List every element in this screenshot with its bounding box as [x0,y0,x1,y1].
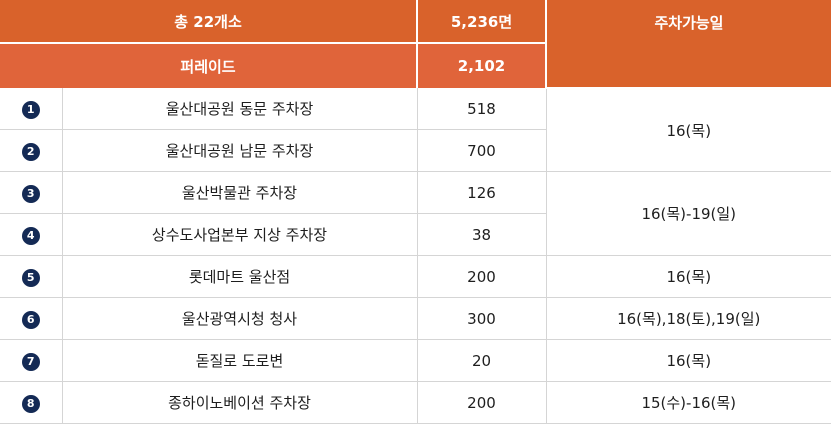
location-name: 울산대공원 남문 주차장 [61,129,417,172]
row-number-cell: 1 [0,88,62,130]
location-name: 울산박물관 주차장 [61,171,417,214]
available-days: 16(목) [545,88,831,172]
parking-spaces: 518 [416,88,546,130]
number-badge: 6 [21,310,40,329]
number-badge: 5 [21,268,40,287]
location-name: 돋질로 도로변 [61,339,417,382]
parking-spaces: 700 [416,129,546,172]
number-badge: 4 [21,226,40,245]
location-name: 울산광역시청 청사 [61,297,417,340]
location-name: 상수도사업본부 지상 주차장 [61,213,417,256]
table-row: 1 울산대공원 동문 주차장 518 16(목) [0,88,831,172]
parking-spaces: 38 [416,213,546,256]
table-row: 3 울산박물관 주차장 126 16(목)-19(일) [0,171,831,256]
number-badge: 2 [21,142,40,161]
row-number-cell: 2 [0,129,62,172]
available-days: 15(수)-16(목) [545,381,831,424]
table-row: 7 돋질로 도로변 20 16(목) [0,339,831,382]
number-badge: 3 [21,184,40,203]
available-days: 16(목) [545,339,831,382]
row-number-cell: 4 [0,213,62,256]
number-badge: 1 [21,100,40,119]
parade-label: 퍼레이드 [0,43,417,88]
parking-spaces: 20 [416,339,546,382]
parking-spaces: 200 [416,381,546,424]
total-spaces: 5,236면 [416,0,546,44]
row-number-cell: 7 [0,339,62,382]
table-row: 5 롯데마트 울산점 200 16(목) [0,255,831,298]
header-row-total: 총 22개소 5,236면 주차가능일 [0,0,831,89]
location-name: 롯데마트 울산점 [61,255,417,298]
parking-spaces: 200 [416,255,546,298]
row-number-cell: 8 [0,381,62,424]
parking-spaces: 300 [416,297,546,340]
table-row: 4 상수도사업본부 지상 주차장 38 [0,213,831,256]
row-number-cell: 6 [0,297,62,340]
number-badge: 7 [21,352,40,371]
available-days: 16(목) [545,255,831,298]
available-days: 16(목),18(토),19(일) [545,297,831,340]
total-label: 총 22개소 [0,0,417,44]
row-number-cell: 5 [0,255,62,298]
available-days: 16(목)-19(일) [545,171,831,256]
row-number-cell: 3 [0,171,62,214]
table-row: 2 울산대공원 남문 주차장 700 [0,129,831,172]
table-row: 6 울산광역시청 청사 300 16(목),18(토),19(일) [0,297,831,340]
parking-spaces: 126 [416,171,546,214]
number-badge: 8 [21,394,40,413]
location-name: 울산대공원 동문 주차장 [61,88,417,130]
header-row-parade: 퍼레이드 2,102 [0,43,831,88]
table-row: 8 종하이노베이션 주차장 200 15(수)-16(목) [0,381,831,424]
parade-spaces: 2,102 [416,43,546,88]
available-days-header: 주차가능일 [545,0,831,89]
location-name: 종하이노베이션 주차장 [61,381,417,424]
